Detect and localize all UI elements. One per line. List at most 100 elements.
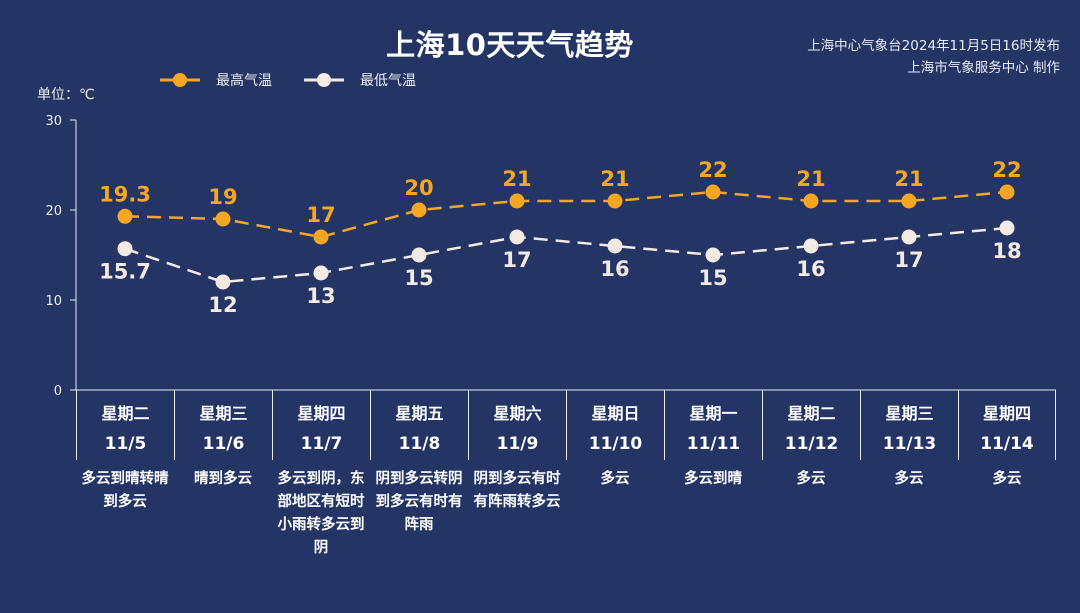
high-temp-point — [803, 193, 819, 209]
day-of-week: 星期二 — [787, 404, 836, 423]
low-temp-label: 15 — [404, 266, 433, 290]
low-temp-label: 12 — [208, 293, 237, 317]
weather-description: 多云到晴转晴到多云 — [81, 471, 169, 510]
day-column: 星期二 11/5 多云到晴转晴到多云 — [76, 390, 174, 560]
high-temp-point — [411, 202, 427, 218]
high-temp-label: 17 — [306, 203, 335, 227]
high-temp-point — [117, 208, 133, 224]
low-temp-point — [411, 247, 427, 263]
high-temp-point — [313, 229, 329, 245]
high-temp-point — [705, 184, 721, 200]
high-temp-point — [509, 193, 525, 209]
day-of-week: 星期六 — [493, 404, 542, 423]
high-temp-label: 21 — [600, 167, 629, 191]
day-column: 星期三 11/13 多云 — [860, 390, 958, 560]
low-temp-label: 15.7 — [99, 260, 151, 284]
day-date: 11/14 — [980, 434, 1034, 454]
day-header: 星期三 11/6 — [174, 390, 272, 460]
y-tick-label: 30 — [45, 114, 62, 129]
high-temp-label: 19.3 — [99, 182, 151, 206]
low-temp-label: 16 — [600, 257, 629, 281]
high-temp-point — [999, 184, 1015, 200]
high-temp-label: 21 — [894, 167, 923, 191]
low-temp-label: 16 — [796, 257, 825, 281]
weather-description: 多云 — [796, 471, 826, 487]
day-column: 星期一 11/11 多云到晴 — [664, 390, 762, 560]
day-header: 星期一 11/11 — [664, 390, 762, 460]
day-date: 11/12 — [784, 434, 839, 454]
issuer-line-2: 上海市气象服务中心 制作 — [907, 60, 1060, 76]
day-column: 星期三 11/6 晴到多云 — [174, 390, 272, 560]
low-temp-point — [509, 229, 525, 245]
day-date: 11/9 — [496, 434, 539, 454]
low-temp-point — [607, 238, 623, 254]
day-column: 星期二 11/12 多云 — [762, 390, 860, 560]
day-header: 星期二 11/5 — [76, 390, 174, 460]
day-of-week: 星期二 — [101, 404, 150, 423]
low-series-marker-icon — [304, 73, 344, 87]
low-temp-line — [124, 226, 1008, 284]
high-temp-label: 19 — [208, 185, 237, 209]
high-temp-label: 20 — [404, 176, 433, 200]
y-tick-label: 20 — [45, 204, 62, 219]
low-temp-label: 17 — [502, 248, 531, 272]
weather-description: 阴到多云有时有阵雨转多云 — [473, 471, 561, 510]
high-temp-point — [901, 193, 917, 209]
day-of-week: 星期一 — [689, 404, 738, 423]
high-temp-label: 21 — [502, 167, 531, 191]
high-temp-label: 22 — [698, 158, 727, 182]
day-of-week: 星期三 — [199, 404, 248, 423]
high-temp-line — [124, 190, 1008, 239]
day-date: 11/6 — [202, 434, 245, 454]
day-header: 星期二 11/12 — [762, 390, 860, 460]
weather-description: 多云到晴 — [684, 471, 742, 487]
low-temp-point — [999, 220, 1015, 236]
day-date: 11/7 — [300, 434, 343, 454]
day-of-week: 星期五 — [395, 404, 444, 423]
day-of-week: 星期四 — [982, 404, 1031, 423]
day-date: 11/10 — [588, 434, 643, 454]
day-columns: 星期二 11/5 多云到晴转晴到多云 星期三 11/6 晴到多云 星期四 11/7 多云到阴，东… — [76, 390, 1056, 560]
day-column: 星期五 11/8 阴到多云转阴到多云有时有阵雨 — [370, 390, 468, 560]
low-temp-label: 18 — [992, 239, 1021, 263]
weather-description: 多云 — [894, 471, 924, 487]
day-date: 11/13 — [882, 434, 937, 454]
day-header: 星期六 11/9 — [468, 390, 566, 460]
y-tick-label: 10 — [45, 294, 62, 309]
legend-item-low[interactable]: 最低气温 — [304, 70, 416, 90]
y-axis-unit-label: 单位：℃ — [37, 87, 95, 103]
day-of-week: 星期三 — [885, 404, 934, 423]
day-column: 星期四 11/7 多云到阴，东部地区有短时小雨转多云到阴 — [272, 390, 370, 560]
day-column: 星期日 11/10 多云 — [566, 390, 664, 560]
day-header: 星期四 11/14 — [958, 390, 1056, 460]
day-of-week: 星期四 — [297, 404, 346, 423]
low-temp-point — [803, 238, 819, 254]
low-temp-point — [117, 241, 133, 257]
weather-description: 多云到阴，东部地区有短时小雨转多云到阴 — [277, 471, 365, 556]
low-temp-point — [901, 229, 917, 245]
low-temp-point — [313, 265, 329, 281]
low-temp-point — [215, 274, 231, 290]
day-date: 11/5 — [104, 434, 147, 454]
low-temp-label: 15 — [698, 266, 727, 290]
low-temp-label: 13 — [306, 284, 335, 308]
issuer-info: 上海中心气象台2024年11月5日16时发布 上海市气象服务中心 制作 — [807, 35, 1060, 79]
issuer-line-1: 上海中心气象台2024年11月5日16时发布 — [807, 38, 1060, 54]
chart-title: 上海10天天气趋势 — [386, 28, 634, 62]
day-date: 11/8 — [398, 434, 441, 454]
high-temp-point — [607, 193, 623, 209]
weather-description: 多云 — [600, 471, 630, 487]
legend-item-high[interactable]: 最高气温 — [160, 70, 272, 90]
weather-description: 晴到多云 — [194, 471, 252, 487]
day-header: 星期三 11/13 — [860, 390, 958, 460]
day-column: 星期六 11/9 阴到多云有时有阵雨转多云 — [468, 390, 566, 560]
legend-low-label: 最低气温 — [360, 73, 416, 89]
high-temp-label: 22 — [992, 158, 1021, 182]
day-of-week: 星期日 — [591, 404, 640, 423]
day-header: 星期日 11/10 — [566, 390, 664, 460]
day-header: 星期四 11/7 — [272, 390, 370, 460]
day-column: 星期四 11/14 多云 — [958, 390, 1056, 560]
low-temp-point — [705, 247, 721, 263]
legend: 最高气温 最低气温 — [160, 70, 448, 90]
